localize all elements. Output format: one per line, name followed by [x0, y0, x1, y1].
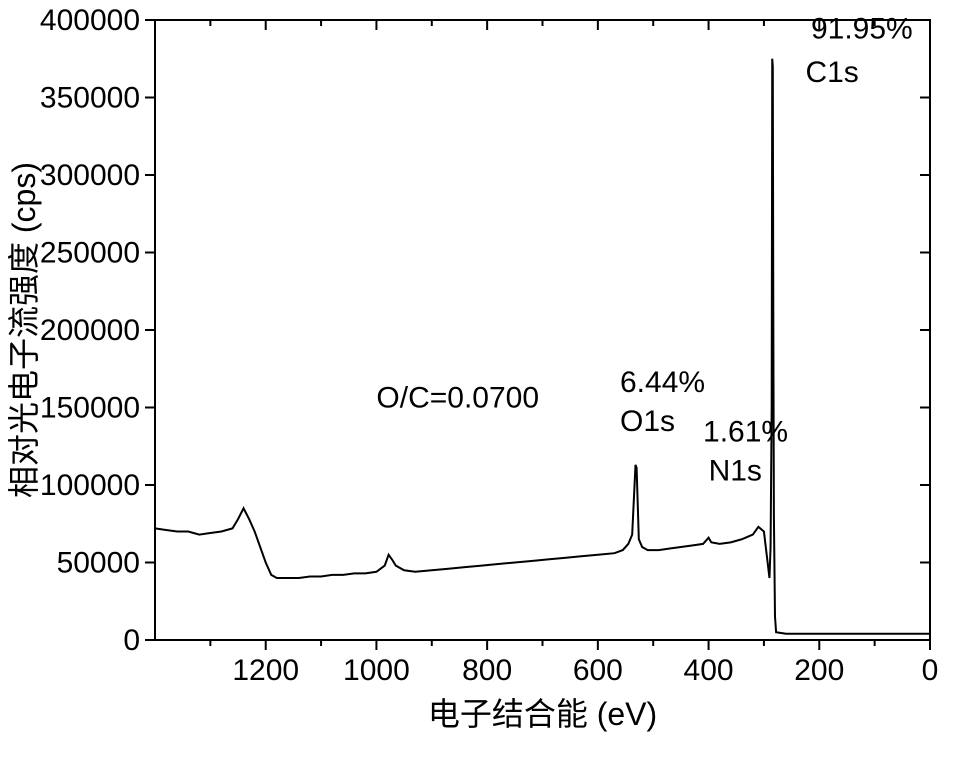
annotation-text: N1s — [709, 454, 762, 487]
x-tick-label: 1200 — [232, 654, 299, 687]
annotation-text: C1s — [805, 56, 858, 89]
y-tick-label: 250000 — [40, 237, 140, 270]
y-axis-label: 相对光电子流强度 (cps) — [6, 162, 42, 498]
y-tick-label: 100000 — [40, 469, 140, 502]
x-tick-label: 200 — [794, 654, 844, 687]
x-axis-label: 电子结合能 (eV) — [428, 696, 657, 732]
y-tick-label: 150000 — [40, 392, 140, 425]
x-tick-label: 600 — [573, 654, 623, 687]
annotation-text: 91.95% — [811, 13, 913, 46]
annotation-text: 1.61% — [703, 416, 788, 449]
x-tick-label: 0 — [922, 654, 939, 687]
spectrum-line — [155, 59, 930, 634]
annotation-text: 6.44% — [620, 366, 705, 399]
y-tick-label: 200000 — [40, 314, 140, 347]
chart-svg: 0 200 400 600 800 1000 1200 0 50000 100000 150000 2… — [0, 0, 957, 759]
x-tick-label: 400 — [684, 654, 734, 687]
y-tick-label: 50000 — [57, 547, 140, 580]
y-tick-label: 350000 — [40, 82, 140, 115]
y-tick-label: 300000 — [40, 159, 140, 192]
y-tick-label: 0 — [123, 624, 140, 657]
x-tick-label: 1000 — [343, 654, 410, 687]
x-tick-label: 800 — [462, 654, 512, 687]
annotation-text: O1s — [620, 405, 675, 438]
annotation-text: O/C=0.0700 — [376, 382, 539, 415]
xps-spectrum-chart: 0 200 400 600 800 1000 1200 0 50000 100000 150000 2… — [0, 0, 957, 759]
y-tick-label: 400000 — [40, 4, 140, 37]
